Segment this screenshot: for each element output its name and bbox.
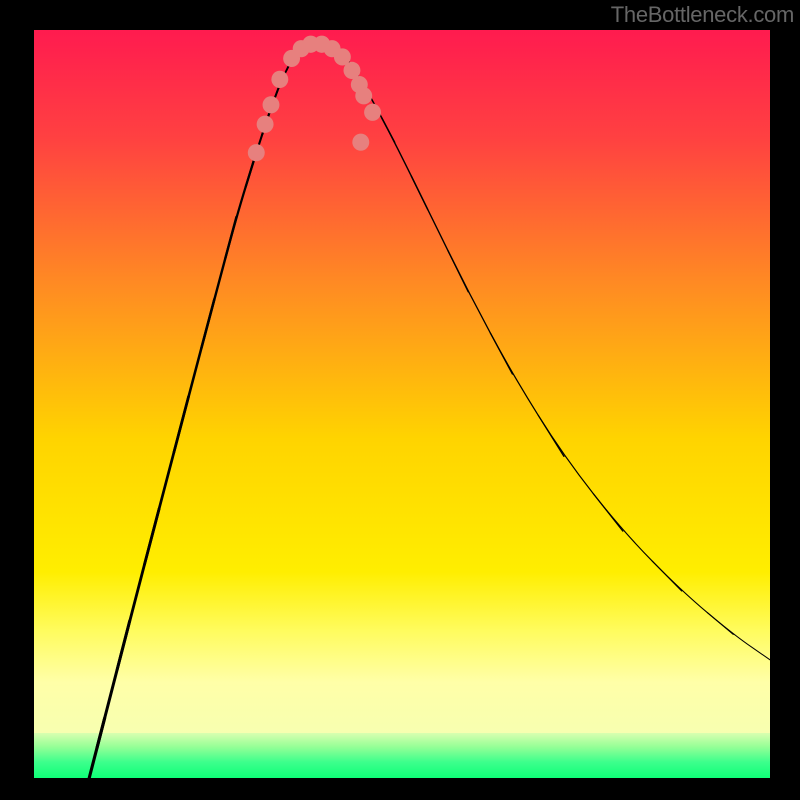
plot-area xyxy=(34,30,770,778)
data-point xyxy=(271,71,288,88)
data-point xyxy=(263,96,280,113)
data-point xyxy=(257,116,274,133)
data-point xyxy=(248,144,265,161)
data-point xyxy=(355,87,372,104)
chart-canvas: TheBottleneck.com xyxy=(0,0,800,800)
data-point xyxy=(352,134,369,151)
watermark-text: TheBottleneck.com xyxy=(611,2,794,28)
bottleneck-curve xyxy=(34,30,770,778)
data-point xyxy=(364,104,381,121)
